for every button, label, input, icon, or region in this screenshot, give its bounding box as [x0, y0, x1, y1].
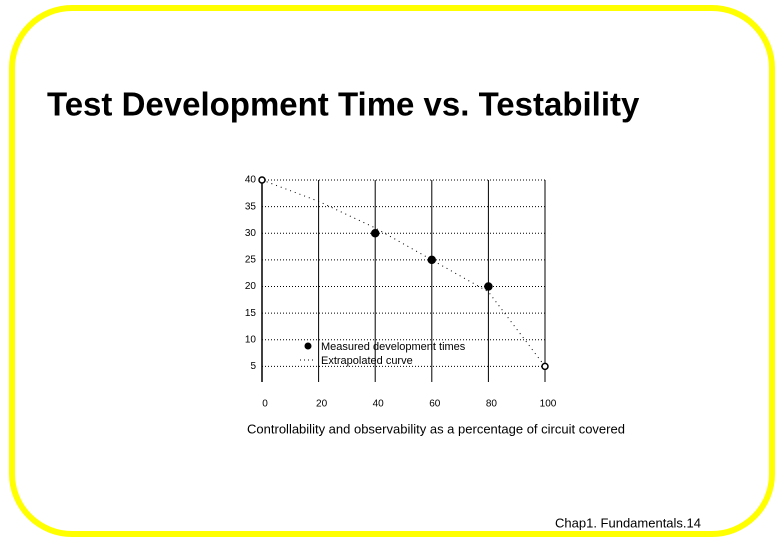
footer: Chap1. Fundamentals.14 — [555, 515, 701, 530]
x-tick-label: 40 — [373, 399, 385, 410]
x-axis-label: Controllability and observability as a p… — [247, 421, 625, 436]
x-tick-label: 20 — [316, 399, 328, 410]
plot: 5 10 15 20 25 30 35 40 0 20 40 60 80 100 Measured deve… — [245, 175, 557, 410]
y-tick-label: 15 — [245, 308, 257, 319]
slide-title: Test Development Time vs. Testability — [47, 86, 640, 123]
y-tick-label: 35 — [245, 201, 257, 212]
data-point — [427, 255, 437, 265]
y-tick-label: 40 — [245, 175, 257, 186]
y-tick-label: 25 — [245, 255, 257, 266]
data-point — [541, 362, 549, 371]
y-tick-label: 30 — [245, 228, 257, 239]
data-point — [258, 176, 266, 184]
legend-label: Measured development times — [321, 341, 466, 353]
x-tick-label: 60 — [429, 399, 441, 410]
y-tick-label: 5 — [250, 361, 256, 372]
curve — [261, 179, 546, 367]
x-tick-label: 0 — [262, 399, 268, 410]
x-tick-label: 100 — [540, 399, 557, 410]
data-point — [484, 282, 493, 291]
y-tick-label: 10 — [245, 334, 257, 345]
data-point — [370, 229, 380, 238]
legend-marker — [304, 342, 312, 350]
legend-label: Extrapolated curve — [321, 355, 413, 367]
y-tick-label: 20 — [245, 281, 257, 292]
x-tick-label: 80 — [486, 399, 498, 410]
slide-frame — [9, 5, 775, 537]
